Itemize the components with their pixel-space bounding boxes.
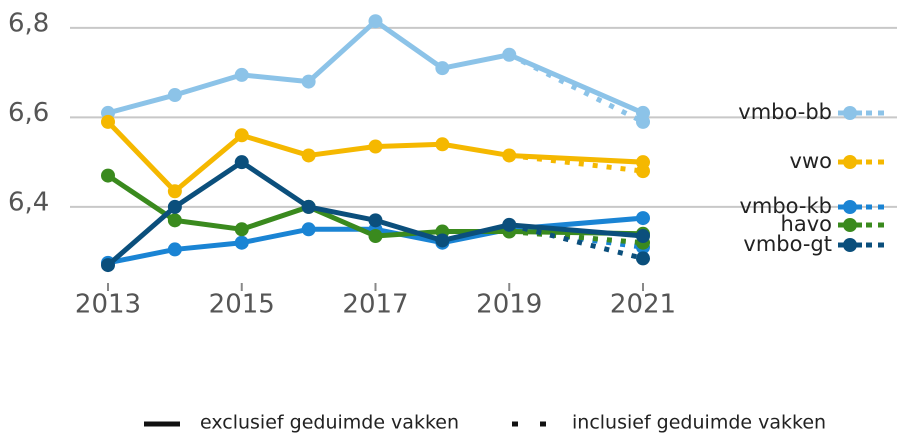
point (301, 222, 316, 237)
y-tick-label: 6,6 (8, 98, 49, 128)
series-line (106, 120, 644, 194)
point (167, 88, 182, 103)
point (234, 222, 249, 237)
point (368, 213, 383, 228)
x-tick-label: 2013 (75, 290, 141, 320)
x-tick-label: 2021 (610, 290, 676, 320)
legend-dot (843, 238, 857, 252)
incl-line (508, 222, 644, 261)
series-line (106, 173, 644, 239)
point (101, 114, 115, 129)
point (101, 258, 115, 273)
point (502, 47, 517, 62)
point (234, 67, 249, 82)
point (234, 128, 249, 143)
point (502, 148, 517, 163)
incl-line (508, 52, 645, 125)
legend-dot (843, 200, 857, 214)
incl-line (508, 226, 644, 250)
point (636, 229, 650, 244)
point (502, 217, 517, 232)
point (234, 155, 249, 170)
x-tick-label: 2017 (342, 290, 408, 320)
incl-point (636, 251, 650, 266)
point (301, 148, 316, 163)
style-label: inclusief geduimde vakken (572, 412, 826, 434)
point (636, 211, 650, 226)
point (167, 184, 182, 199)
legend-dot (843, 106, 857, 120)
style-label: exclusief geduimde vakken (200, 412, 459, 434)
point (301, 199, 316, 214)
x-tick-label: 2015 (209, 290, 275, 320)
incl-point (636, 114, 650, 129)
legend-label: vmbo-gt (743, 232, 832, 256)
point (301, 74, 316, 89)
point (234, 235, 249, 250)
point (368, 229, 383, 244)
point (167, 242, 182, 257)
legend-label: vmbo-kb (739, 194, 832, 218)
incl-line (508, 152, 644, 174)
point (167, 213, 182, 228)
legend-label: vwo (790, 149, 832, 173)
point (167, 199, 182, 214)
x-tick-label: 2019 (476, 290, 542, 320)
incl-point (636, 164, 650, 179)
point (435, 61, 450, 76)
legend-label: havo (781, 212, 832, 236)
point (101, 168, 115, 183)
point (435, 137, 450, 152)
series-line (107, 18, 644, 116)
y-tick-label: 6,4 (8, 187, 49, 217)
series-line (106, 159, 644, 267)
legend-dot (843, 218, 857, 232)
legend-label: vmbo-bb (738, 100, 832, 124)
point (368, 139, 383, 154)
point (435, 233, 450, 248)
y-tick-label: 6,8 (8, 8, 49, 38)
point (368, 14, 383, 29)
legend-dot (843, 155, 857, 169)
